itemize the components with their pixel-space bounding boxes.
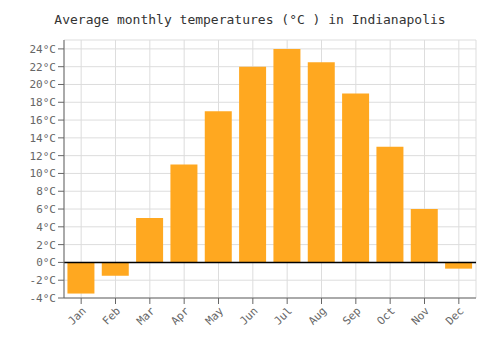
svg-text:10°C: 10°C xyxy=(30,167,57,180)
svg-text:20°C: 20°C xyxy=(30,78,57,91)
svg-text:Aug: Aug xyxy=(306,304,329,327)
html-text:Average monthly temperatures (: Average monthly temperatures (°C ) in In… xyxy=(54,12,446,27)
svg-text:Jul: Jul xyxy=(272,304,295,327)
svg-text:Jun: Jun xyxy=(237,304,260,327)
svg-text:Oct: Oct xyxy=(375,304,398,327)
svg-text:2°C: 2°C xyxy=(36,239,56,252)
svg-text:16°C: 16°C xyxy=(30,114,57,127)
svg-text:Dec: Dec xyxy=(443,304,466,327)
svg-text:Feb: Feb xyxy=(100,304,123,327)
svg-text:4°C: 4°C xyxy=(36,221,56,234)
svg-text:Apr: Apr xyxy=(169,304,193,328)
svg-text:24°C: 24°C xyxy=(30,43,57,56)
svg-text:8°C: 8°C xyxy=(36,185,56,198)
svg-text:Nov: Nov xyxy=(409,304,433,328)
svg-text:Sep: Sep xyxy=(340,304,363,327)
svg-text:18°C: 18°C xyxy=(30,96,57,109)
svg-text:-4°C: -4°C xyxy=(30,292,57,305)
svg-text:-2°C: -2°C xyxy=(30,274,57,287)
svg-text:22°C: 22°C xyxy=(30,61,57,74)
svg-text:Jan: Jan xyxy=(66,304,89,327)
svg-text:0°C: 0°C xyxy=(36,256,56,269)
svg-text:6°C: 6°C xyxy=(36,203,56,216)
svg-text:14°C: 14°C xyxy=(30,132,57,145)
svg-text:12°C: 12°C xyxy=(30,150,57,163)
svg-text:Mar: Mar xyxy=(134,304,158,328)
svg-text:May: May xyxy=(203,304,227,328)
